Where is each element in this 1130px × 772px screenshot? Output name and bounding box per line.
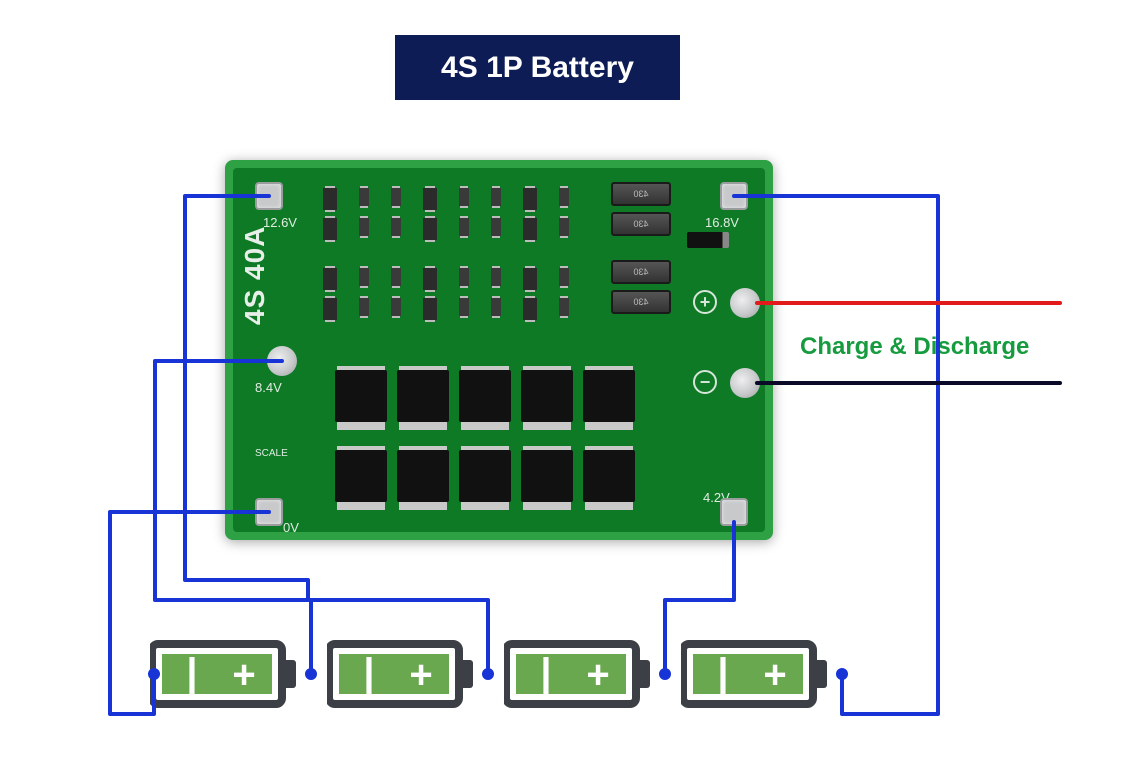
svg-text:+: + [232, 653, 255, 697]
smd-component [391, 268, 401, 286]
smd-component [491, 268, 501, 286]
svg-text:|: | [186, 651, 197, 695]
smd-component [359, 298, 369, 316]
smd-component [491, 218, 501, 236]
smd-component [391, 298, 401, 316]
smd-component [523, 298, 537, 320]
smd-component [323, 218, 337, 240]
silk-label: 12.6V [263, 215, 297, 230]
smd-row [323, 298, 569, 320]
pad-pplus [730, 288, 760, 318]
smd-row [323, 268, 569, 290]
smd-component [459, 268, 469, 286]
power-resistor: 430 [611, 260, 671, 284]
smd-component [391, 188, 401, 206]
mosfet [335, 370, 387, 422]
smd-component [359, 188, 369, 206]
silk-label: 8.4V [255, 380, 282, 395]
wire-node [836, 668, 848, 680]
pad-12v6 [255, 182, 283, 210]
mosfet [397, 370, 449, 422]
pad-8v4 [267, 346, 297, 376]
mosfet-row [335, 450, 635, 502]
wire-node [482, 668, 494, 680]
pad-4v2 [720, 498, 748, 526]
pad-0v [255, 498, 283, 526]
power-resistor: 430 [611, 212, 671, 236]
battery-cell: | + [150, 638, 300, 710]
mosfet [335, 450, 387, 502]
wire-node [659, 668, 671, 680]
battery-cell: | + [327, 638, 477, 710]
silk-label: 16.8V [705, 215, 739, 230]
mosfet [583, 450, 635, 502]
title-text: 4S 1P Battery [441, 51, 634, 85]
pad-16v8 [720, 182, 748, 210]
smd-component [391, 218, 401, 236]
battery-cell: | + [504, 638, 654, 710]
smd-component [559, 188, 569, 206]
svg-text:+: + [409, 653, 432, 697]
smd-component [423, 268, 437, 290]
mosfet [521, 370, 573, 422]
charge-discharge-label: Charge & Discharge [800, 333, 1029, 361]
wire-node [305, 668, 317, 680]
smd-row [323, 188, 569, 210]
smd-component [323, 298, 337, 320]
battery-cell: | + [681, 638, 831, 710]
smd-component [559, 268, 569, 286]
mosfet-row [335, 370, 635, 422]
smd-component [423, 188, 437, 210]
smd-component [359, 268, 369, 286]
mosfet [521, 450, 573, 502]
mosfet [397, 450, 449, 502]
smd-component [459, 188, 469, 206]
mosfet [459, 370, 511, 422]
power-resistor: 430 [611, 182, 671, 206]
smd-component [359, 218, 369, 236]
smd-component [323, 268, 337, 290]
pad-pminus [730, 368, 760, 398]
smd-component [491, 188, 501, 206]
smd-component [491, 298, 501, 316]
smd-component [423, 218, 437, 240]
smd-component [459, 218, 469, 236]
svg-text:|: | [717, 651, 728, 695]
diode [687, 232, 729, 248]
mosfet [583, 370, 635, 422]
svg-text:+: + [763, 653, 786, 697]
power-resistor: 430 [611, 290, 671, 314]
svg-text:|: | [363, 651, 374, 695]
svg-text:+: + [586, 653, 609, 697]
smd-component [559, 298, 569, 316]
smd-component [459, 298, 469, 316]
smd-component [523, 188, 537, 210]
pad-sign: − [693, 370, 717, 394]
smd-component [423, 298, 437, 320]
smd-row [323, 218, 569, 240]
mosfet [459, 450, 511, 502]
pcb-side-label: 4S 40A [239, 226, 271, 325]
smd-component [559, 218, 569, 236]
smd-component [523, 268, 537, 290]
silk-label: 0V [283, 520, 299, 535]
title-box: 4S 1P Battery [395, 35, 680, 100]
bms-pcb: 4S 40A 12.6V16.8V8.4VSCALE0V4.2VCDFD +− … [225, 160, 773, 540]
pad-sign: + [693, 290, 717, 314]
smd-component [523, 218, 537, 240]
silk-label: SCALE [255, 448, 288, 459]
svg-text:|: | [540, 651, 551, 695]
smd-component [323, 188, 337, 210]
